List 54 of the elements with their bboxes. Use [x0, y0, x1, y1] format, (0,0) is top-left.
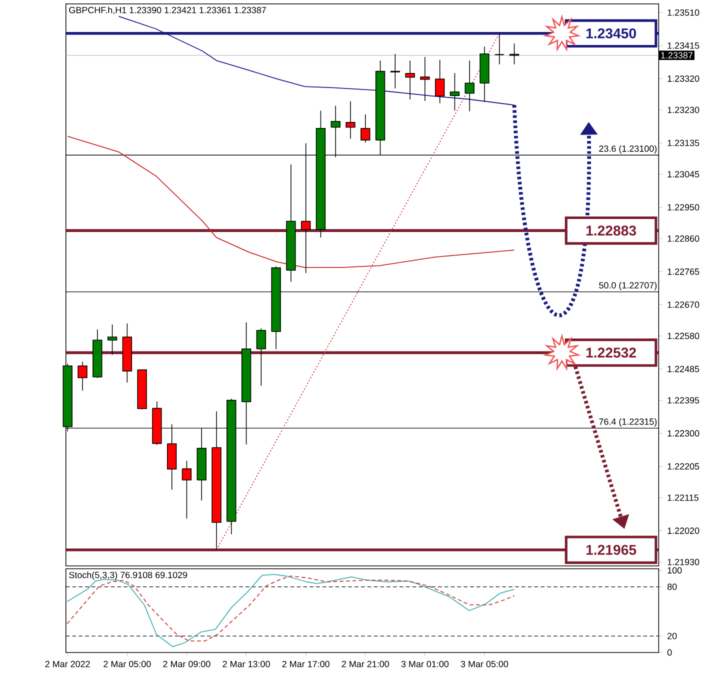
y-tick-label: 1.23510: [668, 10, 700, 16]
x-tick-label: 2 Mar 21:00: [342, 661, 389, 668]
y-tick-label: 1.22765: [668, 268, 700, 276]
y-tick-label: 0: [667, 650, 672, 656]
x-tick-label: 2 Mar 09:00: [163, 661, 210, 668]
ref-line-label: 1.23387: [661, 52, 693, 59]
y-tick-label: 1.22395: [668, 397, 700, 404]
x-tick-label: 2 Mar 2022: [45, 661, 90, 668]
candlestick: [450, 72, 460, 112]
ref-line-label: 1.22883: [586, 226, 636, 236]
candlestick: [405, 60, 415, 100]
y-tick-label: 1.22205: [668, 463, 700, 470]
candlestick: [420, 56, 430, 102]
candlestick: [360, 114, 370, 144]
y-tick-label: 1.23230: [668, 106, 700, 114]
y-tick-label: 1.21930: [668, 559, 700, 566]
candlestick: [256, 328, 266, 386]
ref-line-label: 76.4 (1.22315): [599, 418, 657, 427]
y-tick-label: 1.22580: [668, 333, 700, 340]
candlestick: [182, 460, 192, 520]
y-tick-label: 1.22485: [668, 366, 700, 372]
candlestick: [464, 60, 474, 112]
chart-title: Stoch(5,3,3) 76.9108 69.1029: [69, 572, 188, 580]
chart-title: GBPCHF.h,H1 1.23390 1.23421 1.23361 1.23387: [69, 6, 266, 15]
y-tick-label: 1.23415: [668, 42, 700, 49]
candlestick: [346, 101, 356, 140]
y-tick-label: 1.23045: [668, 171, 700, 178]
y-tick-label: 1.23135: [668, 140, 700, 146]
x-tick-label: 3 Mar 01:00: [401, 661, 449, 668]
x-tick-label: 2 Mar 17:00: [282, 661, 330, 668]
y-tick-label: 1.23320: [668, 76, 700, 82]
line-series: [67, 136, 515, 268]
y-tick-label: 80: [667, 584, 677, 590]
x-tick-label: 2 Mar 05:00: [104, 661, 151, 668]
y-tick-label: 100: [668, 567, 682, 574]
ref-line-label: 1.23450: [586, 28, 636, 39]
y-tick-label: 1.22300: [668, 430, 700, 437]
y-tick-label: 1.22020: [668, 528, 700, 534]
y-tick-label: 1.22670: [668, 302, 700, 308]
x-tick-label: 2 Mar 13:00: [222, 661, 270, 668]
ref-line-label: 50.0 (1.22707): [599, 282, 657, 290]
y-tick-label: 1.22950: [668, 204, 700, 211]
y-tick-label: 1.22115: [668, 494, 698, 502]
ref-line-label: 23.6 (1.23100): [599, 145, 657, 154]
candlestick: [390, 54, 400, 89]
y-tick-label: 20: [668, 633, 677, 640]
x-tick-label: 3 Mar 05:00: [460, 661, 508, 668]
candlestick: [107, 324, 118, 356]
candlestick: [434, 60, 445, 104]
candlestick: [78, 362, 88, 392]
candlestick: [494, 33, 504, 65]
y-tick-label: 1.22860: [668, 236, 700, 242]
ref-line-label: 1.22532: [586, 348, 636, 358]
ref-line-label: 1.21965: [586, 545, 636, 556]
